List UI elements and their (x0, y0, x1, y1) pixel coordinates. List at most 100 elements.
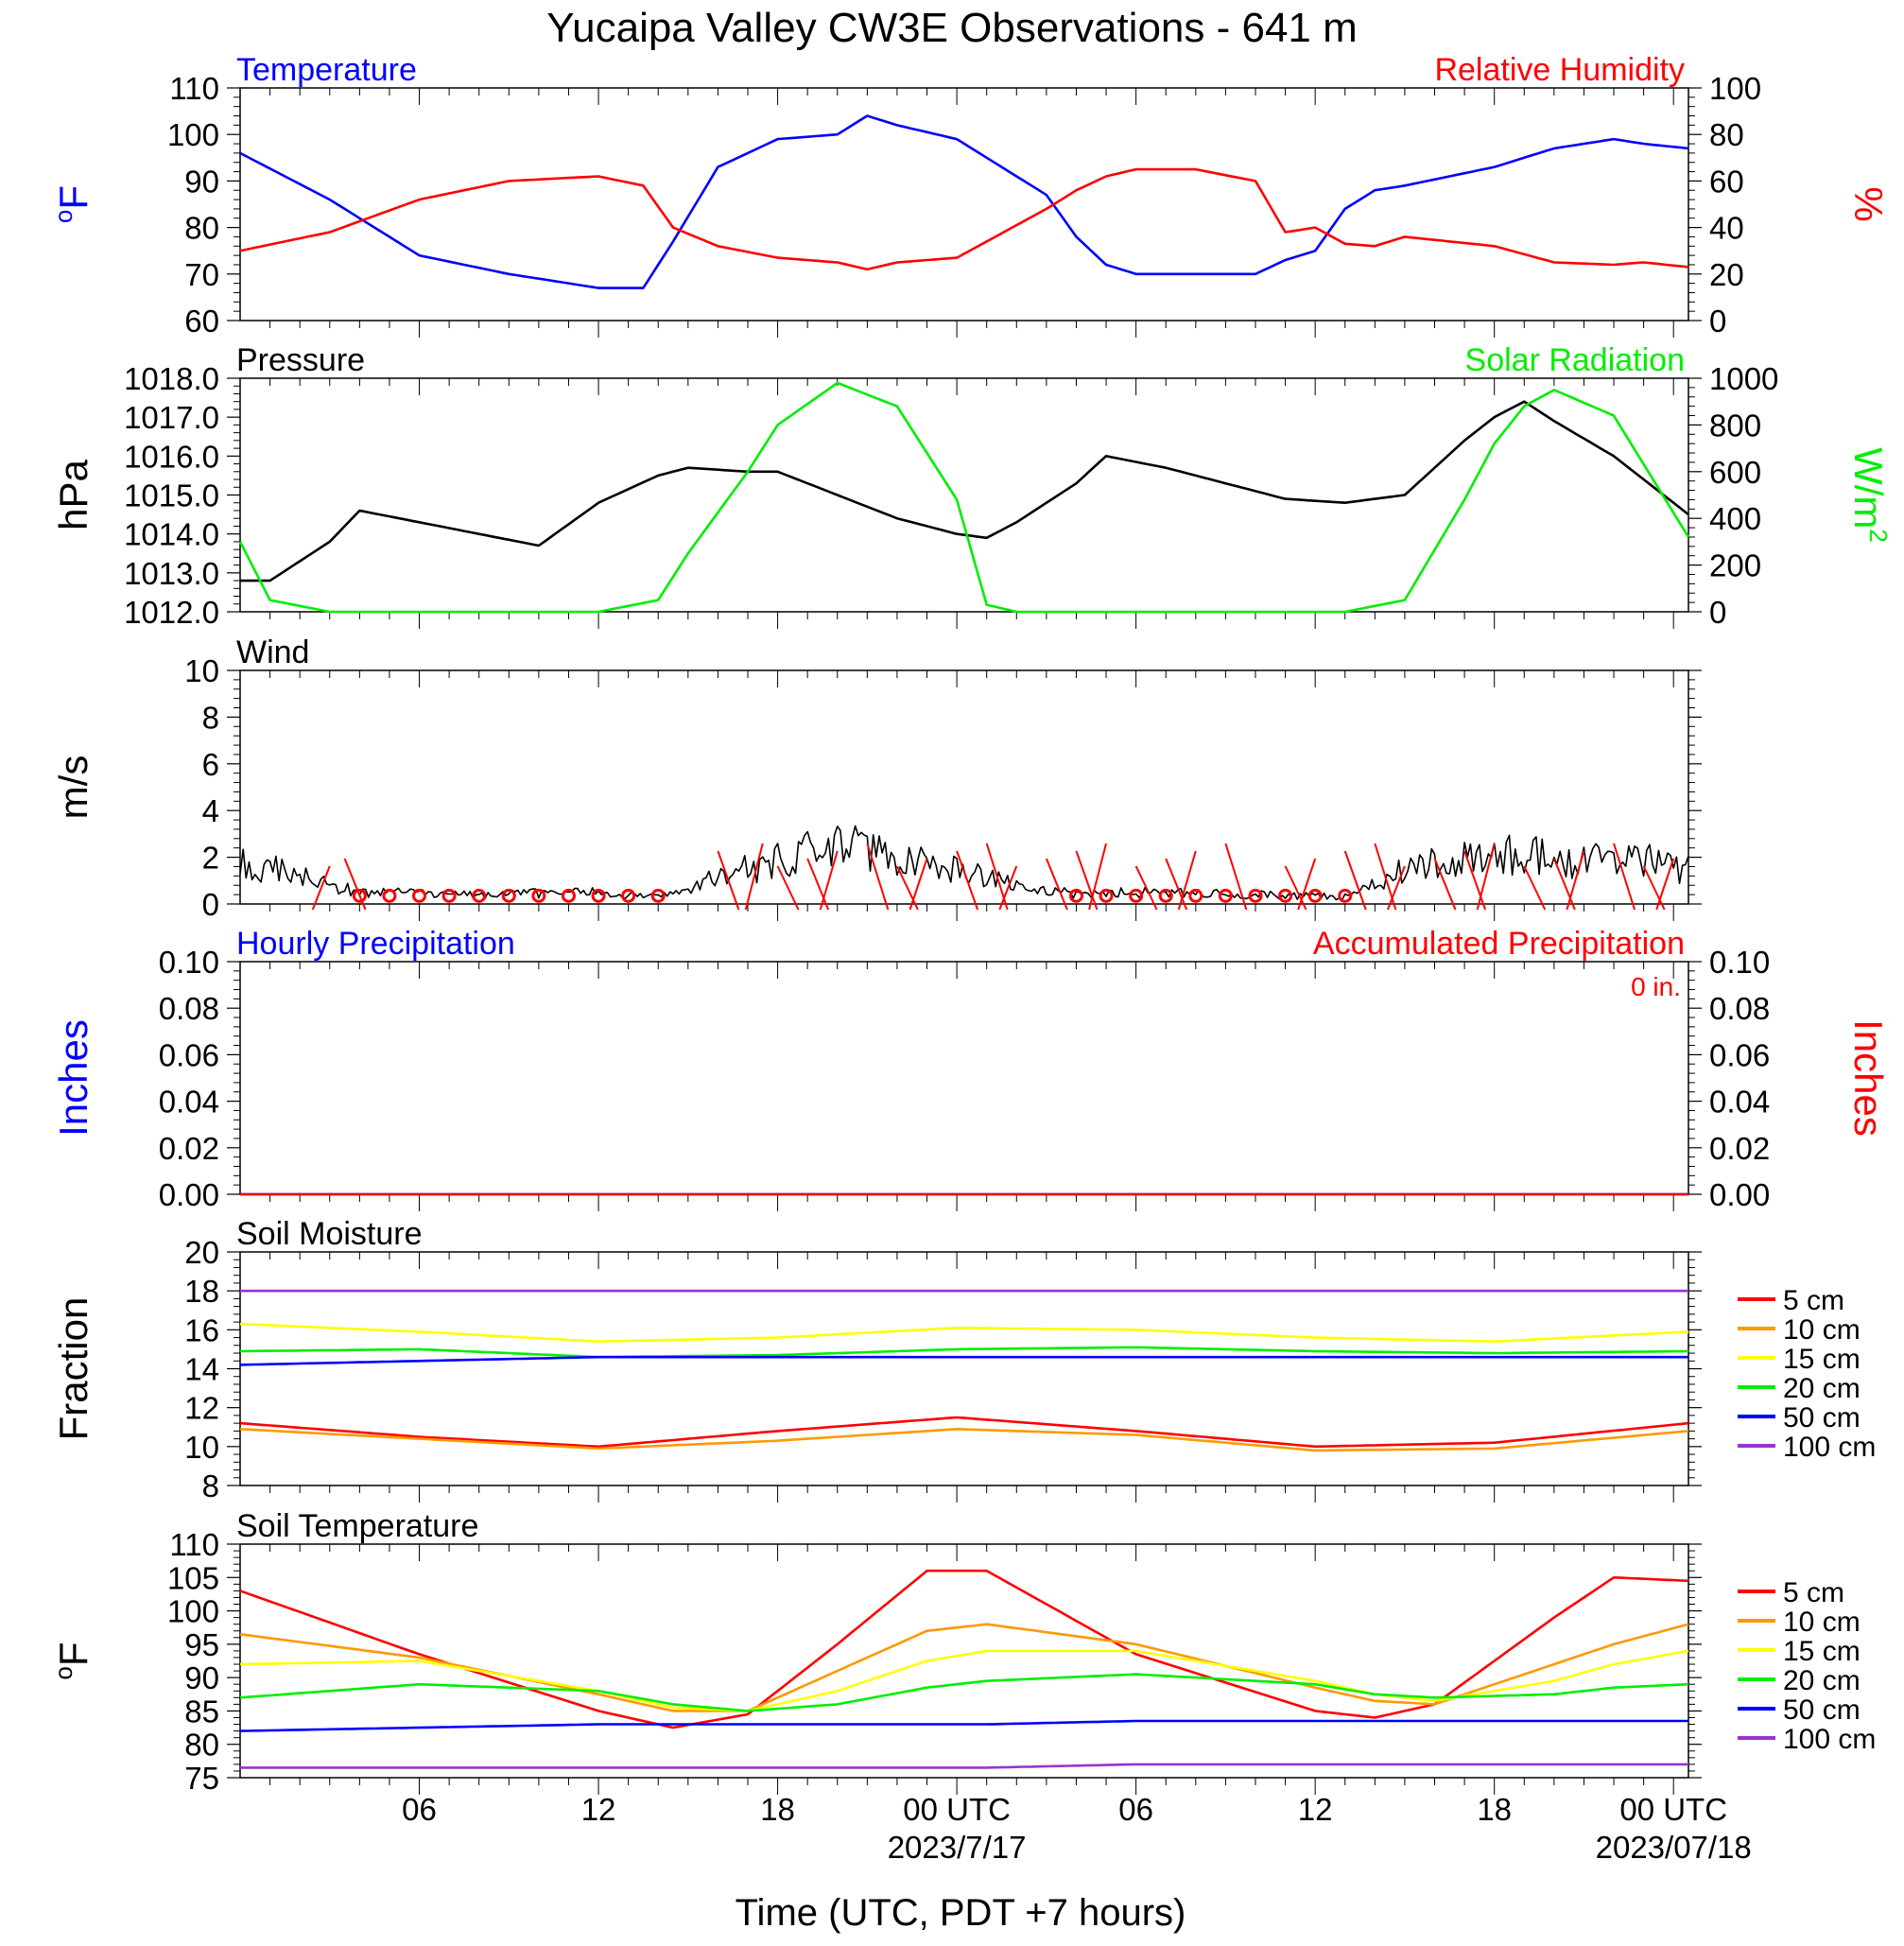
calm-wind-marker (412, 888, 427, 903)
x-date-label: 2023/07/18 (1596, 1830, 1752, 1865)
x-tick-label: 12 (1298, 1792, 1333, 1827)
calm-wind-marker (441, 888, 457, 903)
legend-label: 100 cm (1783, 1724, 1876, 1755)
y-tick-label-right: 400 (1709, 501, 1761, 536)
y-tick-label: 8 (202, 700, 219, 735)
wind-barb (1433, 858, 1457, 911)
panel-right-label: Solar Radiation (1465, 342, 1685, 378)
y-tick-label: 105 (167, 1560, 219, 1595)
wind-barb (1075, 850, 1099, 911)
calm-wind-marker (1129, 888, 1144, 903)
y-axis-title: oF (49, 185, 95, 223)
panel-right-label: Relative Humidity (1434, 52, 1685, 88)
series-line-100-cm (240, 1763, 1688, 1769)
y-tick-label: 0.10 (159, 945, 219, 980)
panel-frame (239, 1251, 1689, 1486)
wind-barb (1284, 865, 1307, 911)
y-tick-label-right: 600 (1709, 455, 1761, 490)
wind-barb (1177, 850, 1197, 911)
y-axis-title-right: % (1846, 186, 1891, 221)
x-tick-label: 12 (581, 1792, 616, 1827)
wind-barb (1613, 843, 1636, 911)
panel-left-label: Wind (236, 634, 309, 670)
legend-label: 10 cm (1783, 1607, 1861, 1638)
panel-left-label: Pressure (236, 342, 365, 378)
calm-wind-marker (1307, 888, 1323, 903)
y-tick-label: 80 (184, 1728, 219, 1763)
calm-wind-marker (352, 888, 367, 903)
series-line-relative-humidity (239, 167, 1689, 271)
wind-barb (1224, 843, 1248, 911)
y-tick-label: 60 (184, 304, 219, 339)
legend-label: 5 cm (1783, 1285, 1844, 1316)
y-tick-label: 0.00 (159, 1177, 219, 1212)
wind-barb (717, 850, 740, 911)
y-tick-label: 1012.0 (124, 595, 219, 630)
y-tick-label: 12 (184, 1391, 219, 1426)
x-axis-label: Time (UTC, PDT +7 hours) (736, 1892, 1186, 1934)
panel-1: 60 70 80 90 100 110 0 20 40 60 80 100 Temperature Rel… (49, 52, 1891, 339)
y-tick-label: 80 (184, 211, 219, 246)
series-line-20-cm (239, 1673, 1689, 1712)
wind-barb (956, 850, 979, 911)
wind-barb (998, 865, 1018, 911)
series-line-temperature (239, 114, 1689, 289)
y-axis-title: Inches (51, 1019, 95, 1137)
y-tick-label: 100 (167, 1594, 219, 1629)
calm-wind-marker (1338, 888, 1353, 903)
y-tick-label: 70 (184, 257, 219, 292)
wind-barb (1134, 865, 1158, 911)
x-tick-label: 06 (1118, 1792, 1153, 1827)
wind-barb (1476, 843, 1496, 911)
series-line-15-cm (239, 1649, 1689, 1712)
y-tick-label: 2 (202, 841, 219, 876)
y-tick-label: 90 (184, 164, 219, 199)
y-tick-label-right: 100 (1709, 71, 1761, 106)
panel-frame (239, 669, 1689, 905)
y-tick-label-right: 0.04 (1709, 1085, 1770, 1120)
calm-wind-marker (1188, 888, 1203, 903)
y-tick-label: 1013.0 (124, 556, 219, 591)
y-axis-title: m/s (51, 756, 95, 820)
series-line-5-cm (239, 1569, 1689, 1729)
wind-barb (1523, 865, 1547, 911)
wind-barb (806, 858, 830, 911)
y-tick-label: 18 (184, 1274, 219, 1309)
wind-barb (744, 843, 764, 911)
y-tick-label: 1017.0 (124, 400, 219, 435)
legend-label: 50 cm (1783, 1694, 1861, 1726)
y-tick-label: 75 (184, 1761, 219, 1796)
y-tick-label-right: 60 (1709, 164, 1744, 199)
x-tick-label: 06 (402, 1792, 437, 1827)
panel-left-label: Hourly Precipitation (236, 926, 515, 962)
calm-wind-marker (591, 888, 606, 903)
calm-wind-marker (1099, 888, 1114, 903)
wind-barb (1343, 850, 1367, 911)
series-line-50-cm (239, 1355, 1688, 1366)
series-line-pressure (240, 400, 1689, 582)
wind-barb (866, 843, 890, 911)
series-line-wind-speed (239, 825, 1689, 901)
y-tick-label: 4 (202, 793, 219, 828)
wind-barb (1165, 858, 1188, 911)
calm-wind-marker (531, 888, 546, 903)
wind-barb (1088, 843, 1108, 911)
wind-barb (1655, 858, 1675, 911)
y-axis-title: hPa (51, 459, 95, 530)
y-tick-label-right: 0.10 (1709, 945, 1770, 980)
panel-frame (239, 1543, 1689, 1779)
panel-frame (239, 87, 1689, 321)
x-date-label: 2023/7/17 (888, 1830, 1027, 1865)
calm-wind-marker (1218, 888, 1233, 903)
y-tick-label-right: 0.00 (1709, 1177, 1770, 1212)
calm-wind-marker (621, 888, 636, 903)
y-tick-label-right: 20 (1709, 257, 1744, 292)
wind-barb (1642, 865, 1666, 911)
wind-barb (1297, 858, 1317, 911)
calm-wind-marker (650, 888, 666, 903)
y-tick-label: 90 (184, 1660, 219, 1695)
panel-left-label: Soil Temperature (236, 1508, 478, 1544)
series-line-20-cm (239, 1346, 1689, 1359)
legend-label: 50 cm (1783, 1402, 1861, 1433)
